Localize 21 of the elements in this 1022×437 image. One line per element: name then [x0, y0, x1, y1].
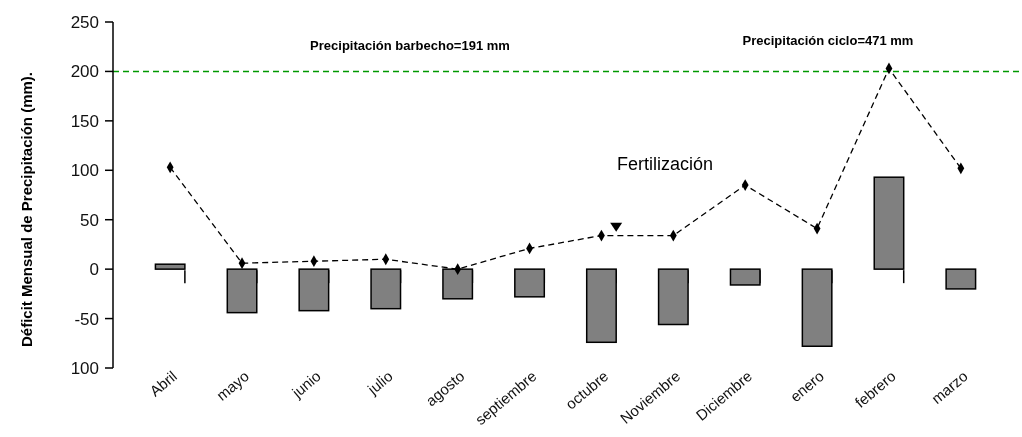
- bar: [585, 268, 617, 344]
- y-tick-label: 250: [70, 12, 99, 32]
- y-tick-label: 100: [70, 358, 99, 378]
- bar: [657, 268, 689, 326]
- y-axis-title: Déficit Mensual de Precipitación (mm).: [18, 71, 35, 348]
- annotation: Precipitación ciclo=471 mm: [742, 33, 914, 48]
- bar: [729, 268, 761, 286]
- bar: [945, 268, 977, 290]
- y-tick-label: 150: [70, 111, 99, 131]
- y-tick-label: 100: [70, 161, 99, 181]
- bar: [801, 268, 833, 347]
- bar: [370, 268, 402, 310]
- bar: [298, 268, 330, 312]
- y-tick-label: 0: [89, 260, 99, 280]
- y-tick-label: -50: [74, 309, 99, 329]
- bar: [514, 268, 546, 298]
- annotation: Precipitación barbecho=191 mm: [310, 38, 510, 53]
- y-tick-label: 200: [70, 62, 99, 82]
- annotation: Fertilización: [616, 154, 714, 174]
- y-tick-label: 50: [80, 210, 99, 230]
- x-tick-label: julio: [363, 367, 396, 399]
